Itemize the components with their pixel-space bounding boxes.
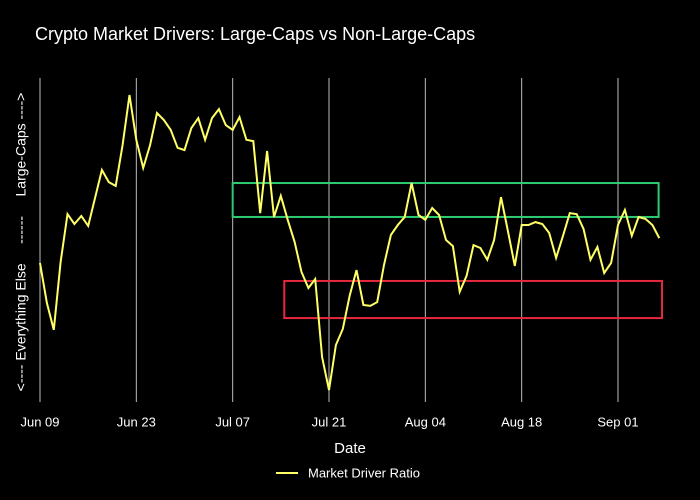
x-tick-label: Jul 07 (215, 414, 250, 429)
data-line (39, 94, 661, 391)
highlight-box (231, 182, 660, 218)
x-tick-label: Aug 18 (501, 414, 542, 429)
x-tick-label: Jun 23 (117, 414, 156, 429)
x-tick-label: Jul 21 (312, 414, 347, 429)
legend-label: Market Driver Ratio (308, 465, 420, 480)
x-tick-label: Sep 01 (597, 414, 638, 429)
highlight-box (283, 279, 664, 320)
x-tick-label: Aug 04 (405, 414, 446, 429)
chart-title: Crypto Market Drivers: Large-Caps vs Non… (35, 24, 475, 44)
x-axis-title: Date (334, 440, 366, 457)
y-axis-title: <---- Everything Else ------ Large-Caps … (13, 93, 29, 392)
x-tick-label: Jun 09 (20, 414, 59, 429)
